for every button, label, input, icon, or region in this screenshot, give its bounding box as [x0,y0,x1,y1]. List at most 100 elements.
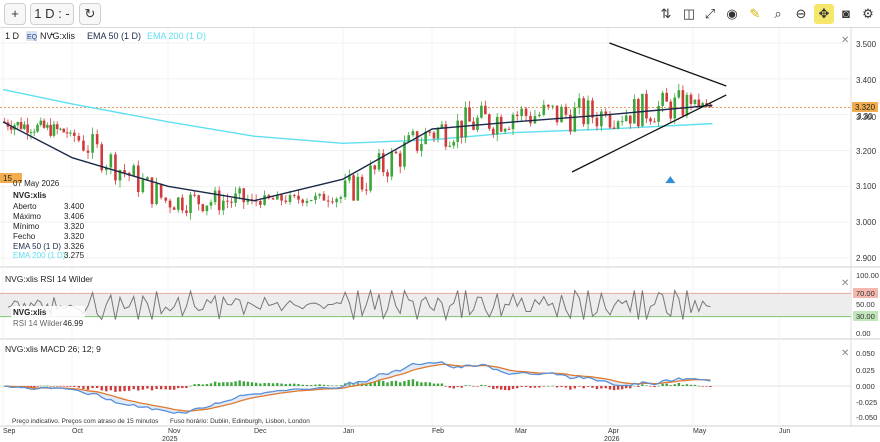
ema200-legend: EMA 200 (1 D) [147,31,206,41]
panel-close-icon[interactable]: ✕ [841,35,849,46]
macd-hist-bar [95,386,99,388]
candle-body [318,193,321,196]
macd-hist-bar [669,385,672,386]
candle-body [109,154,113,168]
macd-hist-bar [633,385,636,387]
macd-hist-bar [492,386,495,390]
macd-hist-bar [403,381,406,386]
macd-hist-bar [137,386,140,391]
tooltip-symbol: NVG:xlis [13,191,47,200]
candle-body [39,120,43,125]
macd-hist-bar [573,386,576,389]
macd-hist-bar [322,384,326,386]
y-tick: 3.100 [856,182,877,191]
candle-body [32,131,36,133]
candle-body [238,188,241,194]
candle-body [697,99,701,108]
add-button[interactable]: + [4,3,26,25]
macd-hist-bar [271,383,275,386]
tooltip-label: Máximo [13,212,42,221]
candle-body [360,176,364,190]
candle-body [314,195,317,200]
macd-hist-bar [480,384,483,386]
candle-body [386,172,389,177]
panel-close-icon[interactable]: ✕ [841,348,849,359]
macd-hist-bar [77,386,81,388]
candle-body [104,167,108,171]
chart-type-icon[interactable]: ◫ [682,6,696,21]
grid [0,28,851,426]
macd-hist-bar [529,386,532,388]
macd-hist-bar [390,381,393,386]
candle-body [641,93,644,127]
candle-body [221,200,225,211]
macd-hist-bar [697,385,701,387]
macd-hist-bar [424,382,427,386]
macd-hist-bar [164,386,167,390]
highlight-icon[interactable]: ✎ [749,6,761,21]
candle-body [141,179,145,193]
macd-hist-bar [310,385,313,386]
candle-body [677,90,681,98]
macd-hist-bar [386,382,389,386]
candles [3,83,712,220]
candle-body [701,103,705,108]
tooltip-value: 3.326 [64,242,85,251]
macd-hist-bar [460,386,463,388]
macd-hist-bar [693,384,697,386]
macd-hist-bar [189,385,192,387]
interval-selector[interactable]: 1 D : - - [30,3,74,41]
camera-icon[interactable]: ◙ [842,6,850,21]
macd-hist-bar [205,384,209,386]
eye-icon[interactable]: ◉ [726,6,738,21]
macd-hist-bar [127,386,131,391]
macd-hist-bar [701,386,704,387]
candle-body [230,201,233,203]
candle-body [657,105,660,122]
candle-body [146,177,149,180]
candle-body [681,90,685,116]
rsi-value-label: RSI 14 Wilder [13,319,63,328]
macd-hist-bar [533,386,537,388]
draw-line-icon[interactable]: ⤢ [704,6,716,21]
macd-hist-bar [629,386,632,389]
candle-body [488,114,491,129]
rsi-path [7,288,711,322]
refresh-button[interactable]: ↻ [79,3,101,25]
last-price-tag-2: 3.30 [857,112,873,121]
chart-canvas[interactable]: 1 D EQ NVG:xlis EMA 50 (1 D) EMA 200 (1 … [0,28,880,442]
tooltip-value: 3.320 [64,222,85,231]
candle-body [452,141,456,146]
zoom-out-icon[interactable]: ⊖ [795,6,807,21]
lower-trendline [571,94,727,173]
macd-hist-bar [637,386,640,387]
macd-hist-bar [352,383,355,386]
symbol-badge: EQ [27,34,38,41]
candle-body [259,201,262,205]
fit-icon[interactable]: ✥ [814,4,834,24]
panel-close-icon[interactable]: ✕ [841,278,849,289]
candle-body [164,197,168,201]
macd-hist-bar [709,386,712,387]
candle-body [582,98,585,125]
macd-hist-bar [168,386,172,390]
rsi-y-axis: 100.00 70.00 50.00 30.00 0.00 [853,271,879,338]
indicators-icon[interactable]: ⇅ [660,6,672,21]
macd-hist-bar [677,382,681,386]
candle-body [600,111,603,127]
candle-body [560,106,563,123]
ema50-legend: EMA 50 (1 D) [87,31,141,41]
candle-body [499,116,503,132]
candle-body [82,140,85,151]
macd-hist-bar [488,386,491,388]
candle-body [95,134,99,145]
ema-200-line [2,88,713,145]
candle-body [65,132,69,134]
settings-icon[interactable]: ⚙ [862,6,874,21]
y-tick: 3.500 [856,40,877,49]
zoom-in-icon[interactable]: ⌕ [774,6,782,21]
macd-hist-bar [373,381,376,386]
macd-hist-bar [49,386,52,387]
triangle-trendlines[interactable] [571,42,727,184]
tooltip-label: EMA 50 (1 D) [13,242,61,251]
